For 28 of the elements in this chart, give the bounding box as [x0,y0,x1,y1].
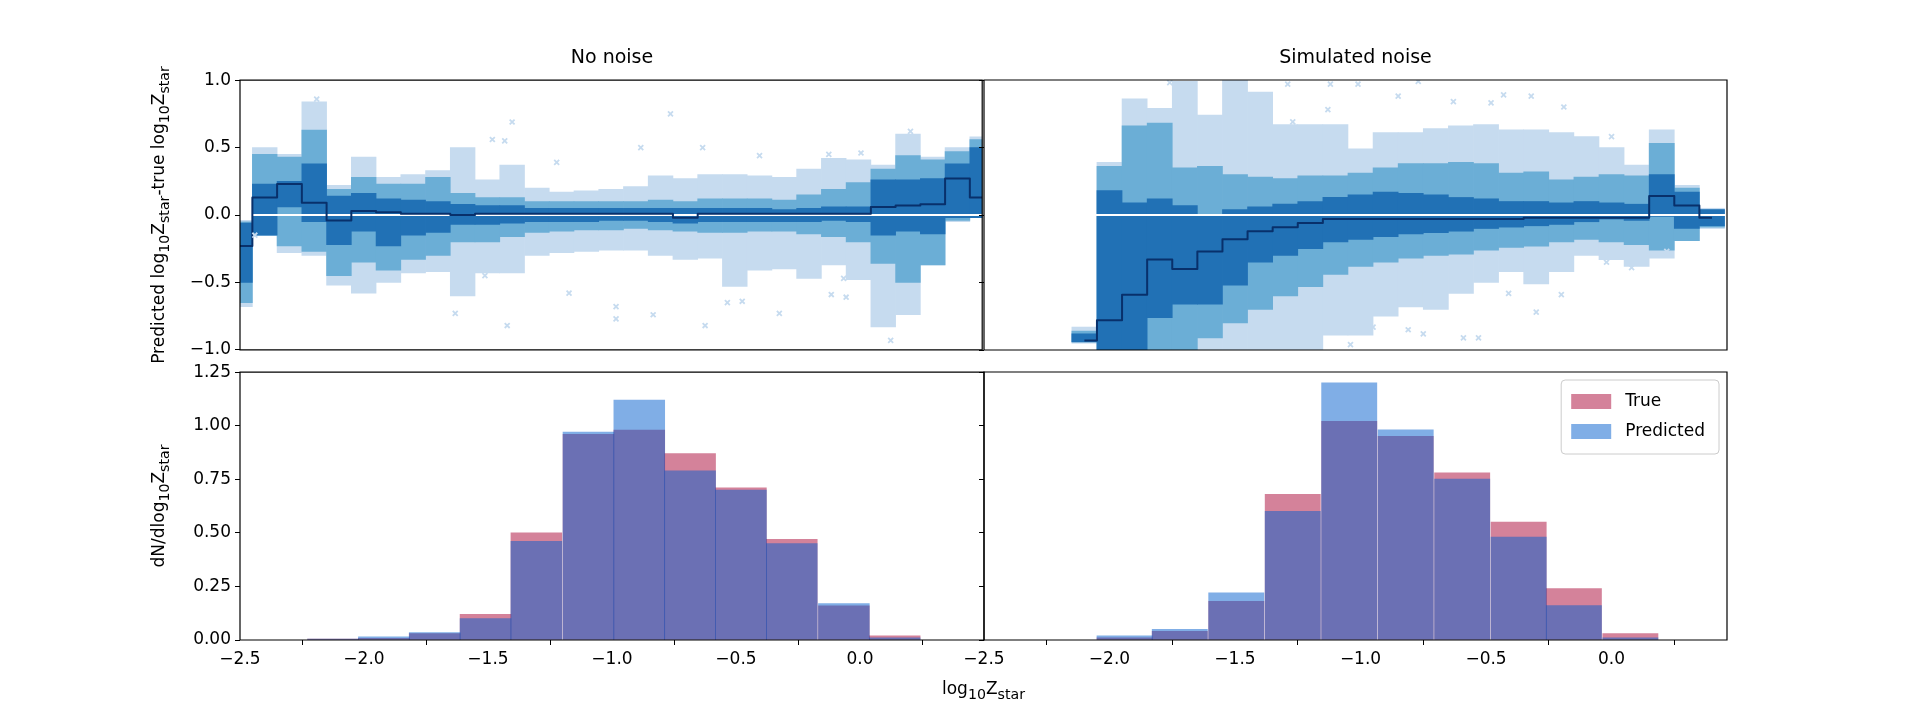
y-tick-label: −1.0 [189,338,231,359]
x-tick-label: −2.5 [219,647,261,668]
y-tick-label: 0.00 [193,628,231,649]
x-tick-label: −2.0 [1088,647,1131,668]
y-tick-label: 1.00 [193,414,231,435]
x-axis-title: log$_{10}$Z$_{star}$ [941,678,1026,702]
x-tick-label: 0.0 [1598,647,1626,668]
x-tick-label: −1.0 [1339,647,1382,668]
y-tick-label: 1.25 [193,360,231,381]
legend-label: Predicted [1625,420,1706,441]
x-tick-label: −1.5 [467,647,509,668]
y-tick-label: 1.0 [203,68,231,89]
x-tick-label: −0.5 [1465,647,1507,668]
y-tick-label: 0.75 [193,467,231,488]
x-tick-label: 0.0 [846,647,874,668]
legend-label: True [1624,390,1662,411]
x-tick-label: −2.5 [963,647,1005,668]
y-tick-label: 0.0 [203,203,231,224]
y-tick-label: −0.5 [189,270,231,291]
chart-title: Simulated noise [1279,45,1432,67]
y-tick-label: 0.5 [203,136,231,157]
chart-title: No noise [570,45,654,67]
x-tick-label: −2.0 [343,647,385,668]
y-tick-label: 0.25 [193,574,231,595]
x-tick-label: −0.5 [715,647,757,668]
x-tick-label: −1.0 [591,647,633,668]
x-tick-label: −1.5 [1214,647,1256,668]
y-tick-label: 0.50 [193,521,231,542]
